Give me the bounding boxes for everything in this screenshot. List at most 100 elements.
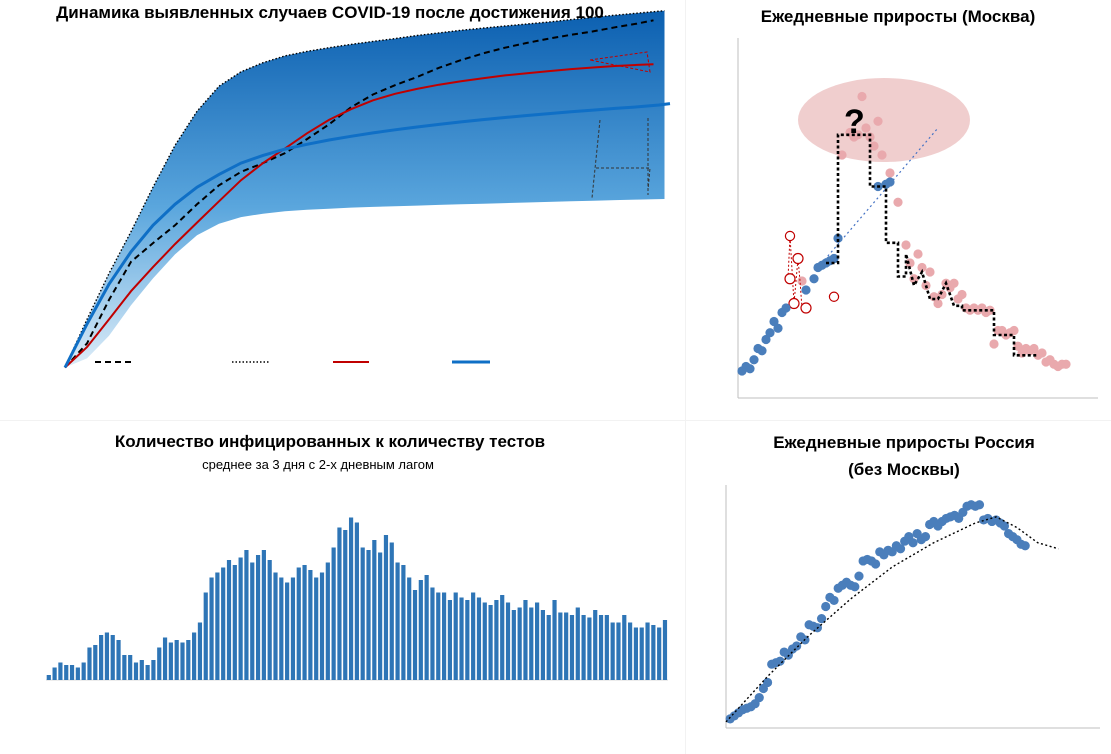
bar	[517, 607, 522, 680]
data-point-pink	[925, 267, 935, 277]
data-point-pink	[913, 249, 923, 259]
chart-title: Ежедневные приросты (Москва)	[761, 7, 1036, 26]
data-point-pink	[1029, 343, 1039, 354]
data-point-hollow	[828, 291, 840, 302]
chart-title: Динамика выявленных случаев COVID-19 пос…	[56, 3, 604, 22]
chart-positive-rate-panel: Количество инфицированных к количеству т…	[0, 421, 685, 754]
bar	[436, 592, 441, 680]
step-line	[826, 133, 1038, 357]
bar	[412, 590, 418, 680]
bar	[226, 560, 232, 680]
series-line	[64, 63, 654, 369]
data-point-pink	[957, 289, 967, 300]
bar	[267, 560, 272, 680]
data-point-blue	[809, 274, 819, 284]
bar	[354, 522, 359, 680]
data-point-blue	[757, 346, 767, 356]
bar	[58, 662, 63, 680]
data-point-pink	[837, 150, 847, 160]
band-area	[65, 10, 665, 368]
data-point-pink	[861, 123, 871, 133]
data-point-pink	[885, 168, 895, 178]
bar	[569, 615, 575, 680]
bar	[639, 627, 644, 680]
bar	[232, 565, 237, 680]
bar	[174, 640, 179, 680]
data-point	[974, 500, 985, 510]
bar	[279, 577, 284, 680]
data-point-blue	[769, 316, 779, 327]
bar	[523, 600, 528, 680]
chart-title: Ежедневные приросты Россия	[773, 433, 1035, 452]
data-point-blue	[749, 355, 759, 365]
data-point	[829, 595, 839, 606]
bar	[64, 665, 69, 680]
bar	[389, 542, 394, 680]
bar	[662, 620, 668, 680]
bar	[244, 550, 249, 680]
bar	[348, 517, 354, 680]
data-point-pink	[865, 132, 875, 142]
data-point	[762, 677, 773, 688]
data-point-blue	[829, 253, 839, 264]
question-mark-annotation: ?	[844, 103, 865, 141]
bar	[215, 572, 220, 680]
bar	[453, 592, 458, 680]
data-point-pink	[985, 305, 995, 315]
bar	[535, 602, 540, 680]
bar	[488, 605, 493, 680]
data-point-pink	[1009, 325, 1019, 336]
leader-line	[591, 119, 601, 199]
bar	[511, 610, 516, 680]
bar	[441, 592, 447, 680]
bar	[581, 615, 586, 680]
bar	[657, 627, 662, 680]
bar	[360, 547, 365, 680]
bar	[203, 592, 208, 680]
data-point	[816, 614, 827, 624]
bar	[255, 555, 261, 680]
data-point-pink	[929, 292, 939, 302]
bar	[46, 675, 51, 680]
bar	[558, 612, 563, 680]
bar	[69, 665, 75, 680]
data-point-pink	[949, 278, 959, 288]
bar	[378, 552, 383, 680]
data-point-hollow	[800, 302, 812, 314]
bar	[139, 660, 144, 680]
bar	[500, 595, 505, 680]
bar	[99, 635, 104, 680]
bar	[151, 660, 156, 680]
bar	[308, 570, 313, 680]
bar	[651, 625, 656, 680]
chart-positive-rate: Количество инфицированных к количеству т…	[46, 432, 668, 681]
bar	[622, 615, 627, 680]
bar	[383, 535, 389, 680]
bar	[633, 627, 639, 680]
bar	[465, 600, 470, 680]
data-point-pink	[873, 116, 883, 126]
bar	[552, 600, 557, 680]
bar	[476, 597, 482, 680]
data-point-blue	[781, 303, 791, 313]
bar	[93, 645, 98, 680]
bar	[192, 632, 197, 680]
bar	[296, 567, 301, 680]
data-point-pink	[1013, 341, 1023, 351]
bar	[145, 665, 150, 680]
bar	[162, 637, 168, 680]
data-point-hollow	[784, 230, 796, 242]
data-point	[871, 559, 881, 569]
chart-moscow-daily-panel: Ежедневные приросты (Москва) ?	[686, 0, 1111, 420]
chart-russia-ex-moscow: Ежедневные приросты Россия (без Москвы)	[725, 433, 1100, 729]
data-point	[854, 571, 864, 581]
data-point	[908, 538, 918, 548]
data-point	[999, 521, 1010, 531]
data-point-pink	[893, 197, 903, 207]
data-point-pink	[857, 91, 867, 102]
bar	[424, 575, 429, 680]
bar	[505, 602, 511, 680]
bar	[395, 562, 400, 680]
data-point-blue	[833, 233, 843, 243]
data-point-pink	[797, 276, 807, 286]
